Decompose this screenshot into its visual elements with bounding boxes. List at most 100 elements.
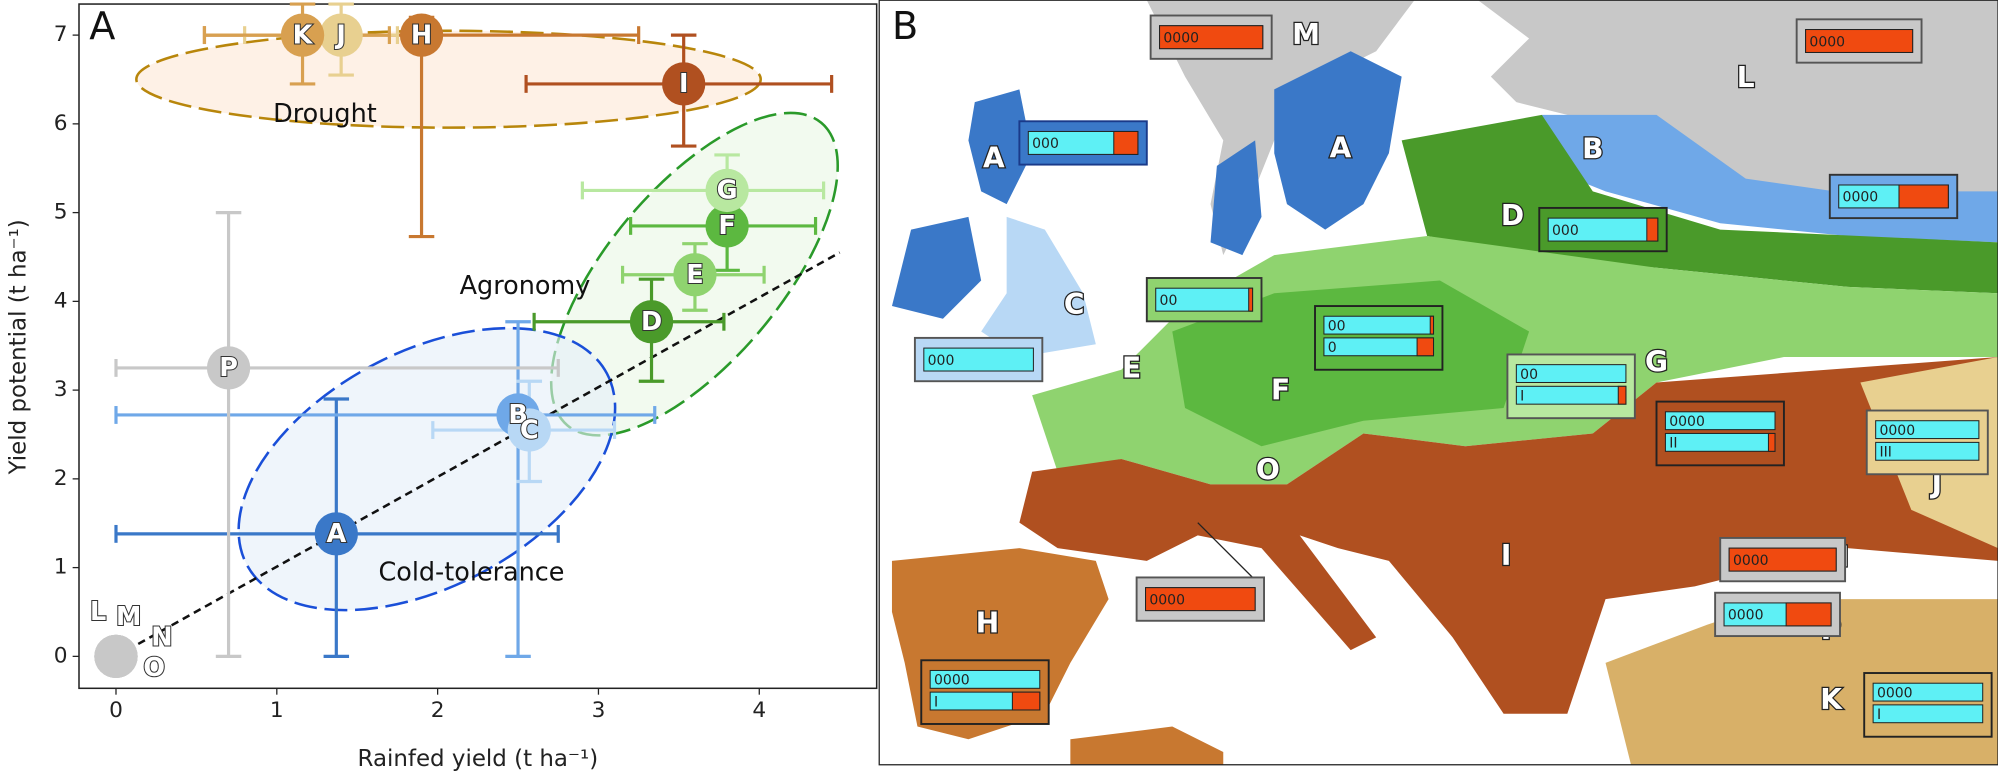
region-label: G (1645, 345, 1668, 378)
box-text: 0000 (1843, 190, 1879, 206)
x-tick-label: 0 (109, 698, 123, 723)
point-label: N (151, 623, 172, 653)
point (399, 13, 444, 57)
box-text: 00 (1520, 367, 1538, 383)
y-tick-label: 7 (54, 22, 68, 47)
region-label: A (1330, 131, 1352, 164)
land-england (981, 216, 1096, 358)
region-label: F (1271, 373, 1290, 406)
box-text: 0000 (1809, 34, 1845, 50)
point-label: A (326, 519, 346, 549)
bar-cyan (1515, 385, 1627, 405)
bar-red (1728, 547, 1837, 572)
y-tick-label: 0 (54, 643, 68, 668)
point-label: L (90, 597, 106, 627)
x-tick-label: 2 (431, 698, 445, 723)
bar-cyan (1664, 411, 1776, 431)
box-text: 0000 (1149, 592, 1185, 608)
region-label: H (976, 607, 999, 640)
box-text: 00 (1160, 293, 1178, 309)
box-text: III (1879, 445, 1891, 461)
box-text: 0000 (1879, 423, 1915, 439)
bar-red (1416, 337, 1435, 357)
land-norway (1210, 140, 1262, 256)
bar-red (1011, 691, 1041, 711)
point-label: F (718, 211, 735, 241)
region-label: I (1501, 539, 1511, 572)
point (507, 408, 551, 452)
region-label: B (1582, 133, 1603, 166)
y-tick-label: 6 (54, 111, 68, 136)
x-tick-label: 4 (752, 698, 766, 723)
box-text: I (1877, 707, 1881, 723)
arrow (1197, 522, 1262, 587)
land-scotland (968, 89, 1033, 205)
point-label: H (411, 20, 432, 50)
point (314, 512, 358, 556)
y-tick-label: 2 (54, 466, 68, 491)
bar-red (1159, 25, 1264, 50)
bar-red (1767, 432, 1776, 452)
y-tick-label: 5 (54, 200, 68, 225)
box-text: II (1669, 436, 1677, 452)
bar-cyan (1875, 441, 1980, 461)
box-text: 0000 (1877, 685, 1913, 701)
point (705, 168, 749, 213)
box-text: 000 (1032, 136, 1059, 152)
bar-cyan (1875, 420, 1980, 440)
bar-cyan (1872, 704, 1984, 724)
land-africa (1070, 726, 1224, 765)
point (280, 13, 325, 57)
region-label: M (1292, 18, 1320, 51)
region-label: C (1064, 288, 1085, 321)
bar-cyan (1515, 364, 1627, 384)
bar-red (1805, 29, 1914, 53)
y-tick-label: 4 (54, 288, 68, 313)
point-label: C (520, 415, 539, 445)
point-label: K (293, 20, 314, 50)
bar-red (1248, 287, 1254, 312)
point-label: D (641, 307, 662, 337)
box-text: 0000 (1733, 553, 1769, 569)
region-label: K (1820, 683, 1843, 716)
y-tick-label: 3 (54, 377, 68, 402)
panel-label: A (89, 5, 115, 49)
map (879, 0, 1998, 765)
y-tick-label: 1 (54, 555, 68, 580)
box-text: 00 (1328, 318, 1346, 334)
region-label: O (1256, 454, 1280, 487)
annotation: Cold-tolerance (378, 558, 564, 588)
point (705, 204, 749, 248)
bar-cyan (1664, 432, 1776, 452)
y-axis-label: Yield potential (t ha⁻¹) (6, 219, 32, 475)
region-label: E (1122, 352, 1141, 385)
plot-area (72, 2, 841, 695)
bar-red (1113, 130, 1139, 155)
point-label: E (686, 260, 703, 290)
land-ireland (891, 216, 982, 319)
point-label: P (219, 353, 238, 383)
panel-label: B (892, 5, 918, 49)
box-text: I (1520, 389, 1524, 405)
box-text: 0000 (1163, 30, 1199, 46)
x-tick-label: 3 (592, 698, 606, 723)
region-label: A (983, 142, 1005, 175)
point-label: I (679, 69, 688, 99)
box-text: 000 (1552, 223, 1579, 239)
point-label: O (143, 653, 165, 683)
box-text: 000 (928, 353, 955, 369)
bar-red (1145, 587, 1256, 612)
box-text: 0000 (1669, 414, 1705, 430)
point-label: G (717, 176, 738, 206)
bar-red (1646, 217, 1659, 242)
bar-cyan (929, 669, 1041, 689)
x-axis-label: Rainfed yield (t ha⁻¹) (358, 746, 599, 772)
point-label: M (116, 602, 141, 632)
box-text: 0 (1328, 340, 1337, 356)
region-label: D (1501, 199, 1524, 232)
bar-red (1429, 315, 1435, 335)
bar-red (1785, 602, 1832, 627)
x-tick-label: 1 (270, 698, 284, 723)
